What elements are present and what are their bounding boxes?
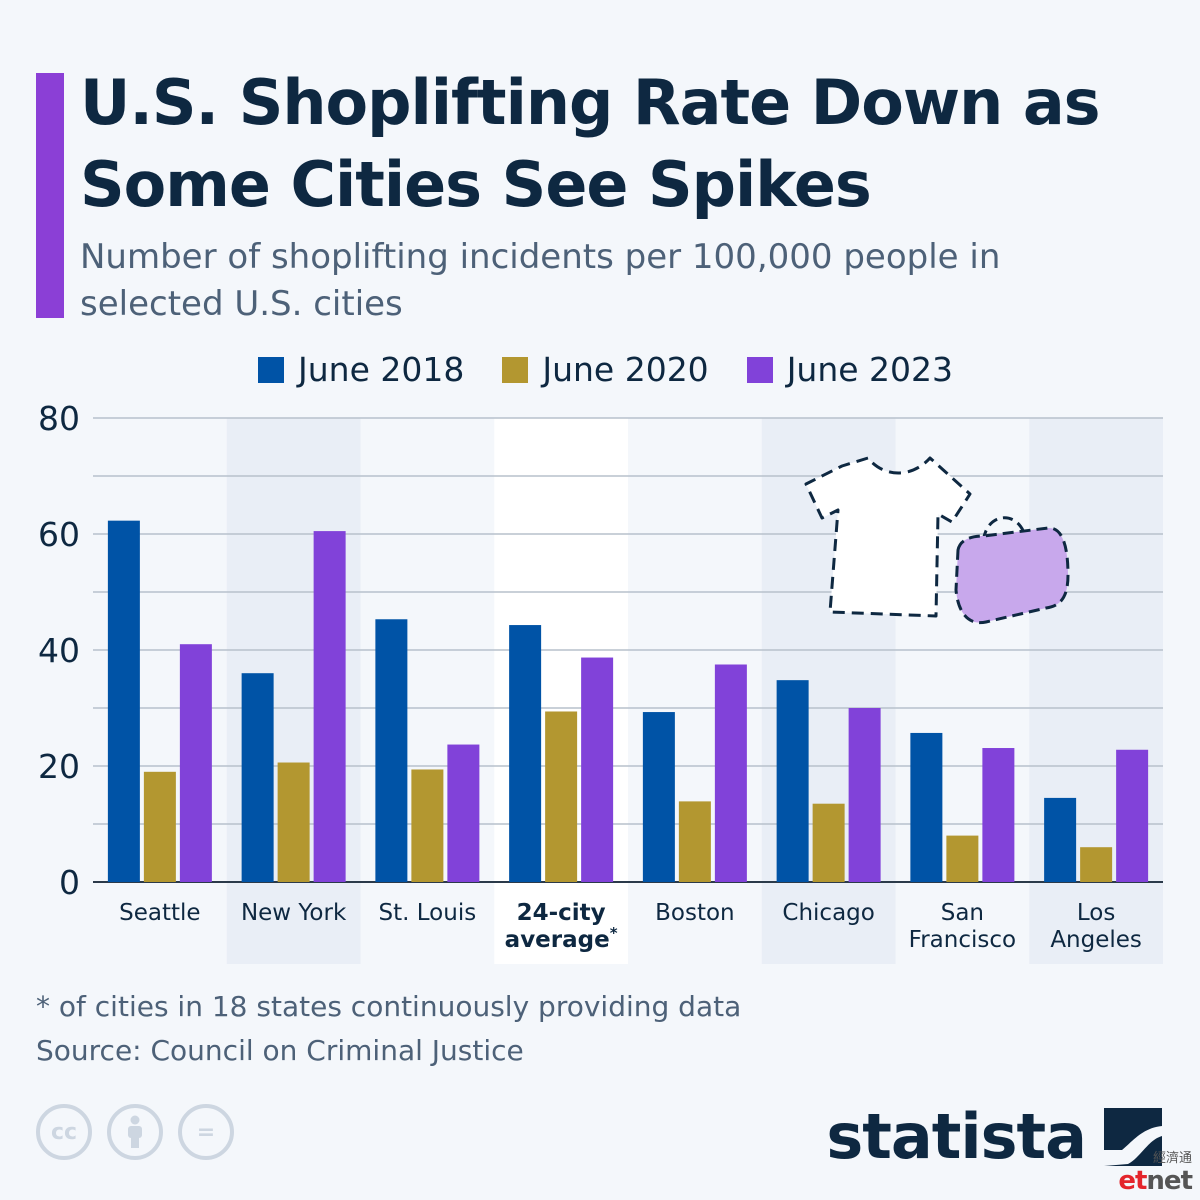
bar <box>1080 847 1113 882</box>
bar <box>411 769 444 882</box>
accent-bar <box>36 73 64 318</box>
legend-label-2020: June 2020 <box>542 350 709 389</box>
bar <box>241 673 274 882</box>
attribution-icon[interactable] <box>107 1104 163 1160</box>
y-tick-label: 40 <box>38 631 80 670</box>
chart-title: U.S. Shoplifting Rate Down as Some Citie… <box>80 66 1101 221</box>
legend-swatch-2020 <box>502 356 529 383</box>
shopping-bag-icon <box>954 526 1070 625</box>
x-tick-label: Chicago <box>782 900 874 926</box>
bar <box>1044 797 1077 882</box>
bar <box>642 712 675 882</box>
legend-swatch-2018 <box>258 356 284 383</box>
statista-mark-icon <box>1104 1107 1162 1166</box>
legend-item-2020: June 2020 <box>502 350 709 389</box>
person-icon <box>128 1115 142 1148</box>
y-tick-label: 0 <box>59 863 80 902</box>
etnet-logo-et: et <box>1118 1166 1147 1196</box>
statista-logo[interactable]: statista <box>826 1100 1164 1173</box>
bar <box>143 771 176 882</box>
x-tick-label: Angeles <box>1050 927 1142 953</box>
x-tick-label: average* <box>505 924 618 953</box>
legend-label-2023: June 2023 <box>786 350 954 389</box>
legend: June 2018 June 2020 June 2023 <box>258 350 953 389</box>
bar <box>946 835 979 882</box>
bar <box>1116 749 1149 882</box>
x-tick-label: New York <box>241 900 347 926</box>
bar <box>375 619 408 882</box>
y-tick-label: 20 <box>38 747 80 786</box>
license-icons: cc = <box>36 1104 234 1160</box>
bar <box>509 625 542 882</box>
etnet-logo: etnet <box>1118 1166 1193 1196</box>
brand-name: statista <box>826 1100 1087 1173</box>
etnet-watermark: 經濟通 etnet <box>1118 1147 1193 1196</box>
clothing-illustration <box>804 456 1070 625</box>
legend-item-2023: June 2023 <box>746 350 954 389</box>
y-tick-label: 80 <box>38 399 80 438</box>
bar-chart: 0 20 40 60 80 Seattle New York St. Louis 24-cit… <box>38 399 1163 964</box>
legend-label-2018: June 2018 <box>298 350 465 389</box>
bar <box>910 732 943 882</box>
bar <box>277 762 310 882</box>
x-tick-label: Francisco <box>909 927 1016 953</box>
bar <box>107 520 140 882</box>
bar <box>848 708 881 882</box>
bar <box>812 803 845 882</box>
bar <box>447 744 480 882</box>
t-shirt-icon <box>804 456 972 618</box>
etnet-logo-net: net <box>1146 1166 1193 1196</box>
bar <box>776 680 809 882</box>
creative-commons-icon[interactable]: cc <box>36 1104 92 1160</box>
source-note: Source: Council on Criminal Justice <box>36 1034 524 1067</box>
x-tick-label: Los <box>1077 900 1115 926</box>
y-tick-label: 60 <box>38 515 80 554</box>
bar <box>313 531 346 882</box>
bar <box>545 711 578 882</box>
chart-subtitle: Number of shoplifting incidents per 100,… <box>80 237 1001 324</box>
bar <box>581 657 614 882</box>
x-tick-label: 24-city <box>517 900 606 926</box>
etnet-chinese-label: 經濟通 <box>1152 1151 1192 1166</box>
x-tick-label: St. Louis <box>379 900 477 926</box>
x-tick-label: Seattle <box>119 900 200 926</box>
legend-swatch-2023 <box>746 356 773 383</box>
bar <box>179 644 212 882</box>
legend-item-2018: June 2018 <box>258 350 464 389</box>
no-derivatives-icon[interactable]: = <box>178 1104 234 1160</box>
bar <box>714 664 747 882</box>
x-tick-label: San <box>941 900 984 926</box>
bar <box>678 801 711 882</box>
footnote: * of cities in 18 states continuously pr… <box>36 990 742 1023</box>
bar <box>982 748 1015 882</box>
x-tick-label: Boston <box>655 900 735 926</box>
